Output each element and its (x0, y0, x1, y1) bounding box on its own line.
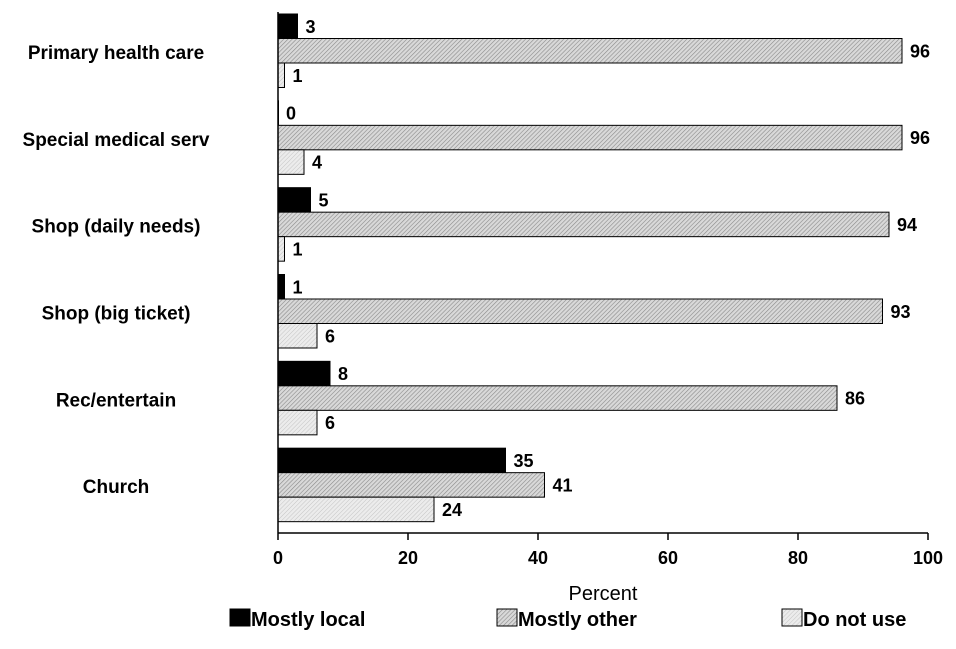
data-label-other-primary-health-care: 96 (910, 41, 930, 61)
bar-local-shop-daily-needs (277, 187, 311, 213)
data-label-donotuse-shop-big-ticket: 6 (325, 326, 335, 346)
data-label-other-shop-big-ticket: 93 (891, 302, 911, 322)
bar-local-rec-entertain (277, 360, 331, 387)
bar-other-special-medical-serv (277, 124, 903, 151)
data-label-local-special-medical-serv: 0 (286, 104, 296, 124)
x-tick-label-20: 20 (398, 548, 418, 568)
x-tick-label-100: 100 (913, 548, 943, 568)
bar-donotuse-shop-daily-needs (277, 236, 285, 262)
data-label-local-primary-health-care: 3 (306, 17, 316, 37)
x-tick-label-0: 0 (273, 548, 283, 568)
x-axis-title: Percent (569, 583, 638, 605)
bar-donotuse-special-medical-serv (277, 149, 305, 175)
legend-swatch-donotuse (781, 608, 803, 627)
legend-label-donotuse: Do not use (803, 609, 906, 631)
category-label-shop-daily-needs: Shop (daily needs) (32, 217, 201, 238)
bar-other-shop-big-ticket (277, 298, 883, 324)
legend-label-other: Mostly other (518, 609, 637, 631)
bar-local-church (277, 447, 506, 474)
data-label-local-rec-entertain: 8 (338, 364, 348, 384)
data-label-local-shop-daily-needs: 5 (319, 190, 329, 210)
data-label-local-church: 35 (514, 451, 534, 471)
x-tick-label-60: 60 (658, 548, 678, 568)
x-tick-label-80: 80 (788, 548, 808, 568)
bar-other-shop-daily-needs (277, 211, 890, 238)
bar-donotuse-rec-entertain (277, 409, 318, 436)
bar-other-church (277, 472, 545, 498)
bar-donotuse-primary-health-care (277, 62, 285, 88)
bar-other-primary-health-care (277, 38, 903, 64)
plot-area: Primary health care 3 96 1 Special medical s… (23, 12, 943, 605)
data-label-other-rec-entertain: 86 (845, 389, 865, 409)
bar-local-primary-health-care (277, 13, 298, 39)
data-label-other-shop-daily-needs: 94 (897, 215, 917, 235)
legend-label-local: Mostly local (251, 609, 365, 631)
data-label-donotuse-church: 24 (442, 500, 462, 520)
x-tick-label-40: 40 (528, 548, 548, 568)
category-label-church: Church (83, 477, 150, 498)
data-label-other-church: 41 (553, 475, 573, 495)
legend: Mostly local Mostly other Do not use (229, 608, 906, 631)
bar-donotuse-church (277, 496, 435, 523)
data-label-local-shop-big-ticket: 1 (293, 277, 303, 297)
data-label-donotuse-primary-health-care: 1 (293, 66, 303, 86)
category-label-special-medical-serv: Special medical serv (23, 130, 210, 151)
bar-local-shop-big-ticket (277, 274, 285, 300)
category-label-rec-entertain: Rec/entertain (56, 390, 176, 411)
data-label-donotuse-rec-entertain: 6 (325, 413, 335, 433)
data-label-donotuse-special-medical-serv: 4 (312, 153, 322, 173)
legend-swatch-local (229, 608, 251, 627)
bar-other-rec-entertain (277, 385, 838, 411)
data-label-donotuse-shop-daily-needs: 1 (293, 239, 303, 259)
category-label-primary-health-care: Primary health care (28, 43, 204, 64)
bar-donotuse-shop-big-ticket (277, 323, 318, 349)
category-label-shop-big-ticket: Shop (big ticket) (42, 304, 191, 325)
legend-swatch-other (496, 608, 518, 627)
data-label-other-special-medical-serv: 96 (910, 128, 930, 148)
